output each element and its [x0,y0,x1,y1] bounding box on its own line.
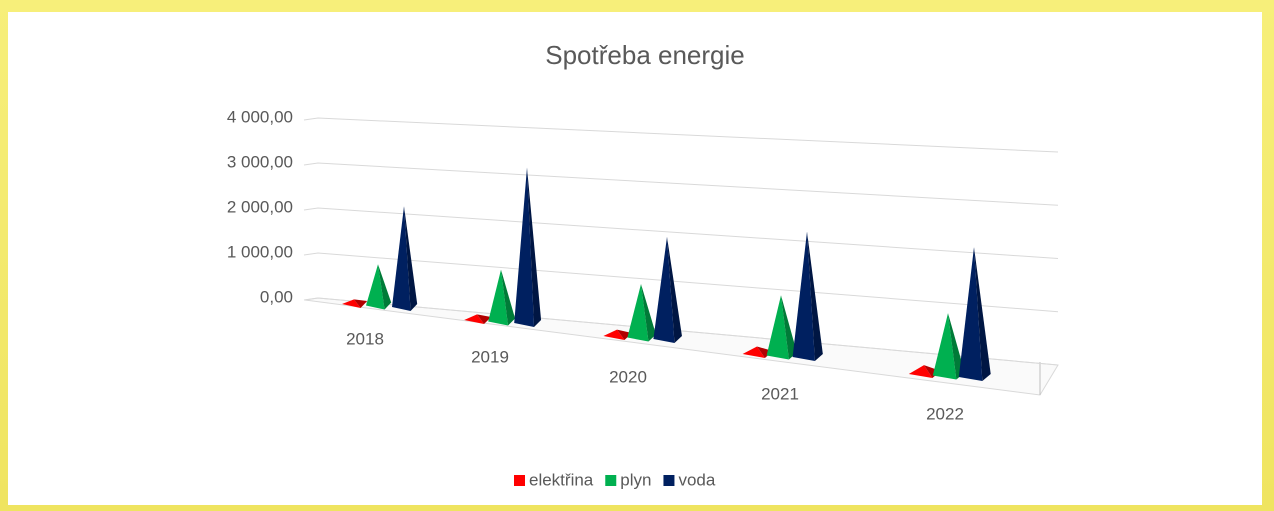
pyramid-front [792,231,815,361]
y-tick-label: 1 000,00 [227,242,293,261]
pyramid [366,264,392,310]
pyramid-front [514,167,535,327]
x-tick-label: 2022 [926,404,964,423]
y-tick-label: 4 000,00 [227,107,293,126]
pyramid-front [958,247,983,381]
pyramid [392,206,418,311]
pyramid-front [488,269,509,326]
pyramid-side [404,206,418,311]
pyramid [766,295,797,360]
pyramid [603,329,632,340]
pyramid-side [477,314,492,324]
pyramid-front [392,206,411,311]
pyramid-side [974,247,991,381]
legend-label: elektřina [529,470,594,489]
grid-line [303,117,1059,153]
pyramid-front [653,236,675,343]
pyramid [342,299,368,308]
pyramid-front [742,346,765,358]
chart-title: Spotřeba energie [545,40,744,70]
pyramid-side [527,167,542,327]
pyramid [792,231,823,361]
legend-label: voda [678,470,715,489]
pyramid-side [501,269,516,326]
pyramid-front [766,295,789,360]
pyramid-front [627,283,649,342]
pyramid-side [641,283,656,342]
grid-line [303,252,1059,313]
pyramid [464,314,492,324]
x-tick-label: 2020 [609,367,647,386]
pyramid-side [781,295,797,360]
y-tick-label: 2 000,00 [227,197,293,216]
grid-line [303,207,1059,259]
pyramid-side [354,299,368,308]
pyramid [488,269,516,326]
pyramid-side [378,264,392,310]
grid-line [303,162,1059,206]
pyramid-front [342,299,361,308]
legend-label: plyn [620,470,651,489]
pyramid-side [667,236,682,343]
pyramid-side [757,346,773,358]
legend-swatch [605,475,617,486]
pyramid [742,346,773,358]
pyramid [908,365,941,378]
y-tick-label: 0,00 [260,287,293,306]
pyramid-front [932,313,957,380]
x-tick-label: 2021 [761,384,799,403]
pyramid-front [366,264,385,310]
legend-swatch [514,475,525,486]
pyramid [514,167,542,327]
pyramid-side [617,329,632,340]
pyramid [958,247,991,381]
pyramid-front [908,365,933,378]
pyramid [627,283,656,342]
x-tick-label: 2019 [471,347,509,366]
pyramid [653,236,682,343]
legend-swatch [663,475,675,486]
pyramid-front [464,314,485,324]
x-tick-label: 2018 [346,329,384,348]
pyramid-front [603,329,625,340]
pyramid-side [807,231,823,361]
pyramid-side [924,365,941,378]
y-tick-label: 3 000,00 [227,152,293,171]
